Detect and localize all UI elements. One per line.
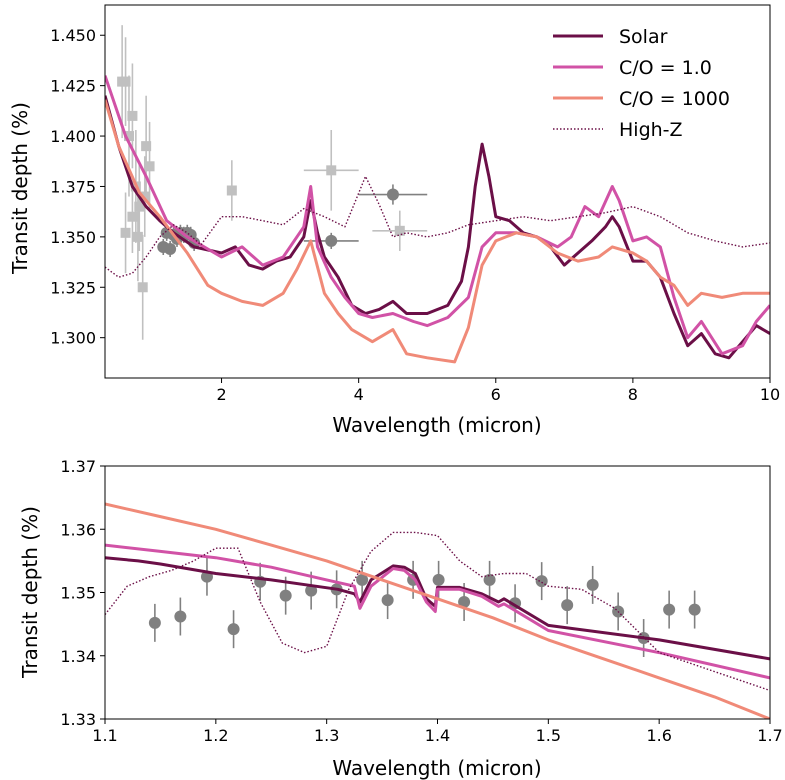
data-point — [535, 575, 548, 588]
data-point — [325, 234, 338, 247]
top-plot-area — [105, 25, 770, 364]
y-tick-label: 1.450 — [50, 26, 96, 45]
data-point — [432, 573, 445, 586]
x-tick-label: 1.4 — [425, 726, 450, 745]
data-point — [586, 578, 599, 591]
bottom-plot-area — [105, 502, 770, 719]
y-tick-label: 1.400 — [50, 127, 96, 146]
bottom-panel: 1.1 1.2 1.3 1.4 1.5 1.6 1.7 1.331.341.351.361.… — [18, 457, 783, 780]
y-tick-label: 1.425 — [50, 77, 96, 96]
y-tick-label: 1.325 — [50, 278, 96, 297]
data-point — [144, 161, 155, 172]
series-line-c-o-1000 — [105, 502, 770, 719]
top-x-ticks: 2 4 6 8 10 — [216, 378, 780, 404]
y-tick-label: 1.35 — [60, 584, 96, 603]
x-tick-label: 1.5 — [536, 726, 561, 745]
data-point — [120, 227, 131, 238]
data-point — [305, 584, 318, 597]
x-tick-label: 1.1 — [92, 726, 117, 745]
top-axes-frame — [104, 4, 771, 379]
x-tick-label: 1.3 — [314, 726, 339, 745]
y-tick-label: 1.36 — [60, 520, 96, 539]
x-tick-label: 6 — [491, 385, 501, 404]
data-point — [561, 599, 574, 612]
data-point — [386, 188, 399, 201]
x-tick-label: 4 — [354, 385, 364, 404]
data-point — [381, 594, 394, 607]
data-point — [483, 573, 496, 586]
data-point — [120, 76, 131, 87]
bottom-y-ticks: 1.33 1.34 1.35 1.36 1.37 — [60, 457, 105, 729]
data-point — [226, 185, 237, 196]
data-point — [164, 242, 177, 255]
y-tick-label: 1.300 — [50, 329, 96, 348]
y-tick-label: 1.350 — [50, 228, 96, 247]
y-tick-label: 1.33 — [60, 710, 96, 729]
data-point — [663, 603, 676, 616]
top-y-ticks: 1.300 1.325 1.350 1.375 1.400 1.425 1.450 — [50, 26, 105, 348]
data-point — [127, 211, 138, 222]
data-point — [326, 165, 337, 176]
bottom-x-ticks: 1.1 1.2 1.3 1.4 1.5 1.6 1.7 — [92, 719, 783, 745]
legend: Solar C/O = 1.0 C/O = 1000 High-Z — [553, 26, 730, 141]
legend-label: Solar — [619, 26, 668, 48]
series-line-high-z — [105, 531, 770, 692]
data-point — [227, 623, 240, 636]
x-tick-label: 1.6 — [646, 726, 671, 745]
data-point — [132, 231, 143, 242]
x-tick-label: 8 — [628, 385, 638, 404]
data-point — [279, 589, 292, 602]
data-point — [174, 610, 187, 623]
data-point — [134, 201, 145, 212]
top-x-axis-label: Wavelength (micron) — [332, 413, 541, 437]
data-point — [394, 225, 405, 236]
series-line-c-o-1000 — [105, 99, 770, 364]
data-point — [458, 595, 471, 608]
bottom-x-axis-label: Wavelength (micron) — [332, 756, 541, 780]
legend-label: C/O = 1.0 — [619, 57, 712, 79]
series-line-c-o-1-0 — [105, 543, 770, 680]
x-tick-label: 1.2 — [203, 726, 228, 745]
x-tick-label: 1.7 — [757, 726, 782, 745]
top-panel: 2 4 6 8 10 1.300 1.325 1.350 1.375 1.400 1.425 1.4… — [8, 4, 780, 437]
legend-label: High-Z — [619, 119, 683, 141]
data-point — [688, 603, 701, 616]
series-line-high-z — [105, 175, 770, 278]
data-point — [141, 141, 152, 152]
y-tick-label: 1.375 — [50, 177, 96, 196]
series-line-c-o-1-0 — [105, 75, 770, 356]
data-point — [123, 131, 134, 142]
data-point — [139, 191, 150, 202]
legend-label: C/O = 1000 — [619, 88, 730, 110]
series-line-solar — [105, 556, 770, 661]
x-tick-label: 10 — [760, 385, 780, 404]
data-point — [137, 282, 148, 293]
x-tick-label: 2 — [216, 385, 226, 404]
data-point — [127, 110, 138, 121]
y-tick-label: 1.34 — [60, 647, 96, 666]
bottom-y-axis-label: Transit depth (%) — [18, 506, 42, 679]
data-point — [356, 573, 369, 586]
y-tick-label: 1.37 — [60, 457, 96, 476]
top-y-axis-label: Transit depth (%) — [8, 102, 32, 275]
data-point — [148, 616, 161, 629]
